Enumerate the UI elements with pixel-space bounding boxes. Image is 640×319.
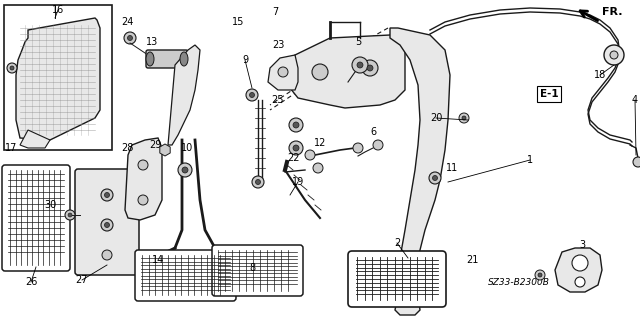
Text: 30: 30	[44, 200, 56, 210]
Circle shape	[429, 172, 441, 184]
Circle shape	[538, 273, 542, 277]
Circle shape	[104, 192, 109, 197]
Circle shape	[367, 65, 373, 71]
Text: 25: 25	[271, 95, 284, 105]
Circle shape	[10, 66, 14, 70]
Text: 1: 1	[527, 155, 533, 165]
Circle shape	[462, 116, 466, 120]
Text: 13: 13	[146, 37, 158, 47]
Text: 10: 10	[181, 143, 193, 153]
Circle shape	[353, 143, 363, 153]
Ellipse shape	[180, 52, 188, 66]
Text: 8: 8	[249, 263, 255, 273]
Text: 7: 7	[272, 7, 278, 17]
Text: 22: 22	[287, 153, 300, 163]
Text: 16: 16	[52, 5, 64, 15]
Text: 29: 29	[149, 140, 161, 150]
Text: 19: 19	[292, 177, 304, 187]
Circle shape	[373, 140, 383, 150]
Circle shape	[633, 157, 640, 167]
Text: 18: 18	[594, 70, 606, 80]
Text: 15: 15	[232, 17, 244, 27]
Text: 2: 2	[394, 238, 400, 248]
Text: 26: 26	[25, 277, 37, 287]
Text: 28: 28	[121, 143, 133, 153]
FancyBboxPatch shape	[135, 250, 236, 301]
Text: 27: 27	[76, 275, 88, 285]
Circle shape	[101, 219, 113, 231]
Circle shape	[101, 189, 113, 201]
Circle shape	[278, 67, 288, 77]
Circle shape	[7, 63, 17, 73]
Circle shape	[102, 250, 112, 260]
Ellipse shape	[146, 52, 154, 66]
Polygon shape	[20, 130, 50, 148]
Circle shape	[352, 57, 368, 73]
Text: 3: 3	[579, 240, 585, 250]
Text: 17: 17	[5, 143, 17, 153]
Circle shape	[535, 270, 545, 280]
Circle shape	[182, 167, 188, 173]
Text: 11: 11	[446, 163, 458, 173]
FancyBboxPatch shape	[146, 50, 188, 68]
Circle shape	[610, 51, 618, 59]
Text: 14: 14	[152, 255, 164, 265]
Circle shape	[289, 141, 303, 155]
Circle shape	[293, 122, 299, 128]
Text: 20: 20	[430, 113, 442, 123]
Circle shape	[433, 175, 438, 181]
Circle shape	[289, 118, 303, 132]
Polygon shape	[125, 138, 162, 220]
Text: 12: 12	[314, 138, 326, 148]
Polygon shape	[168, 45, 200, 145]
Circle shape	[65, 210, 75, 220]
FancyBboxPatch shape	[75, 169, 139, 275]
Circle shape	[313, 163, 323, 173]
Polygon shape	[268, 55, 298, 90]
Polygon shape	[395, 285, 420, 315]
Circle shape	[362, 60, 378, 76]
Circle shape	[250, 93, 255, 98]
Circle shape	[357, 62, 363, 68]
Circle shape	[124, 32, 136, 44]
Circle shape	[246, 89, 258, 101]
Circle shape	[138, 195, 148, 205]
Text: 5: 5	[355, 37, 361, 47]
Text: 6: 6	[370, 127, 376, 137]
FancyBboxPatch shape	[348, 251, 446, 307]
Circle shape	[575, 277, 585, 287]
Circle shape	[255, 180, 260, 184]
Circle shape	[459, 113, 469, 123]
Circle shape	[252, 176, 264, 188]
FancyBboxPatch shape	[212, 245, 303, 296]
Circle shape	[104, 222, 109, 227]
Text: SZ33-B2300B: SZ33-B2300B	[488, 278, 549, 287]
Circle shape	[68, 213, 72, 217]
Text: 4: 4	[632, 95, 638, 105]
Circle shape	[178, 163, 192, 177]
Circle shape	[127, 35, 132, 41]
Circle shape	[305, 150, 315, 160]
Circle shape	[312, 64, 328, 80]
Bar	[4, 5, 112, 150]
Text: 23: 23	[272, 40, 284, 50]
Text: 21: 21	[466, 255, 478, 265]
Text: 24: 24	[121, 17, 133, 27]
Circle shape	[604, 45, 624, 65]
Text: E-1: E-1	[540, 89, 558, 99]
Text: 9: 9	[242, 55, 248, 65]
Polygon shape	[390, 28, 450, 285]
Circle shape	[572, 255, 588, 271]
FancyBboxPatch shape	[2, 165, 70, 271]
Circle shape	[293, 145, 299, 151]
Polygon shape	[555, 248, 602, 292]
Polygon shape	[16, 18, 100, 140]
Polygon shape	[290, 35, 405, 108]
Text: FR.: FR.	[602, 7, 623, 17]
Circle shape	[138, 160, 148, 170]
